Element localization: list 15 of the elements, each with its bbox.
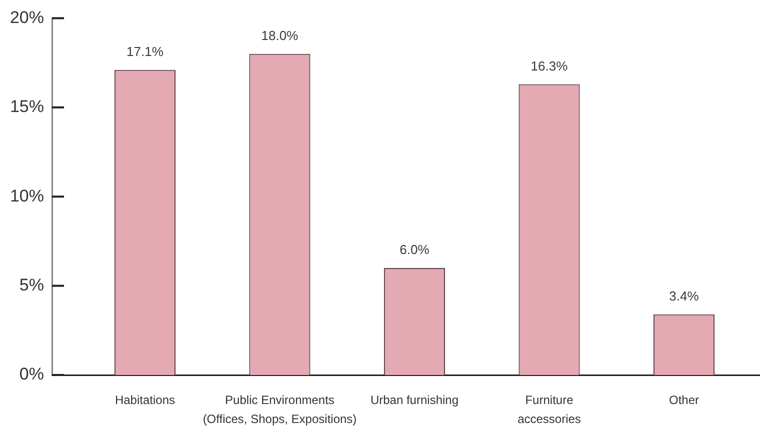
y-tick-label: 10% xyxy=(10,186,44,206)
data-label: 3.4% xyxy=(669,288,700,304)
data-label: 6.0% xyxy=(400,242,430,258)
y-tick-label: 0% xyxy=(19,364,44,384)
data-label: 18.0% xyxy=(261,28,299,43)
x-tick-label: Habitations xyxy=(114,392,176,407)
x-tick-label: Urban furnishing xyxy=(370,392,459,407)
y-tick-label: 20% xyxy=(10,8,44,27)
data-label: 16.3% xyxy=(530,58,568,74)
y-tick-label: 5% xyxy=(19,275,44,294)
x-tick-label: Other xyxy=(668,392,700,407)
x-tick-label: Public Environments (Offices, Shops, Expositions) xyxy=(202,392,357,426)
data-label: 17.1% xyxy=(126,44,164,60)
x-tick-label: Furniture accessories xyxy=(518,392,581,426)
y-tick-label: 15% xyxy=(10,97,44,116)
